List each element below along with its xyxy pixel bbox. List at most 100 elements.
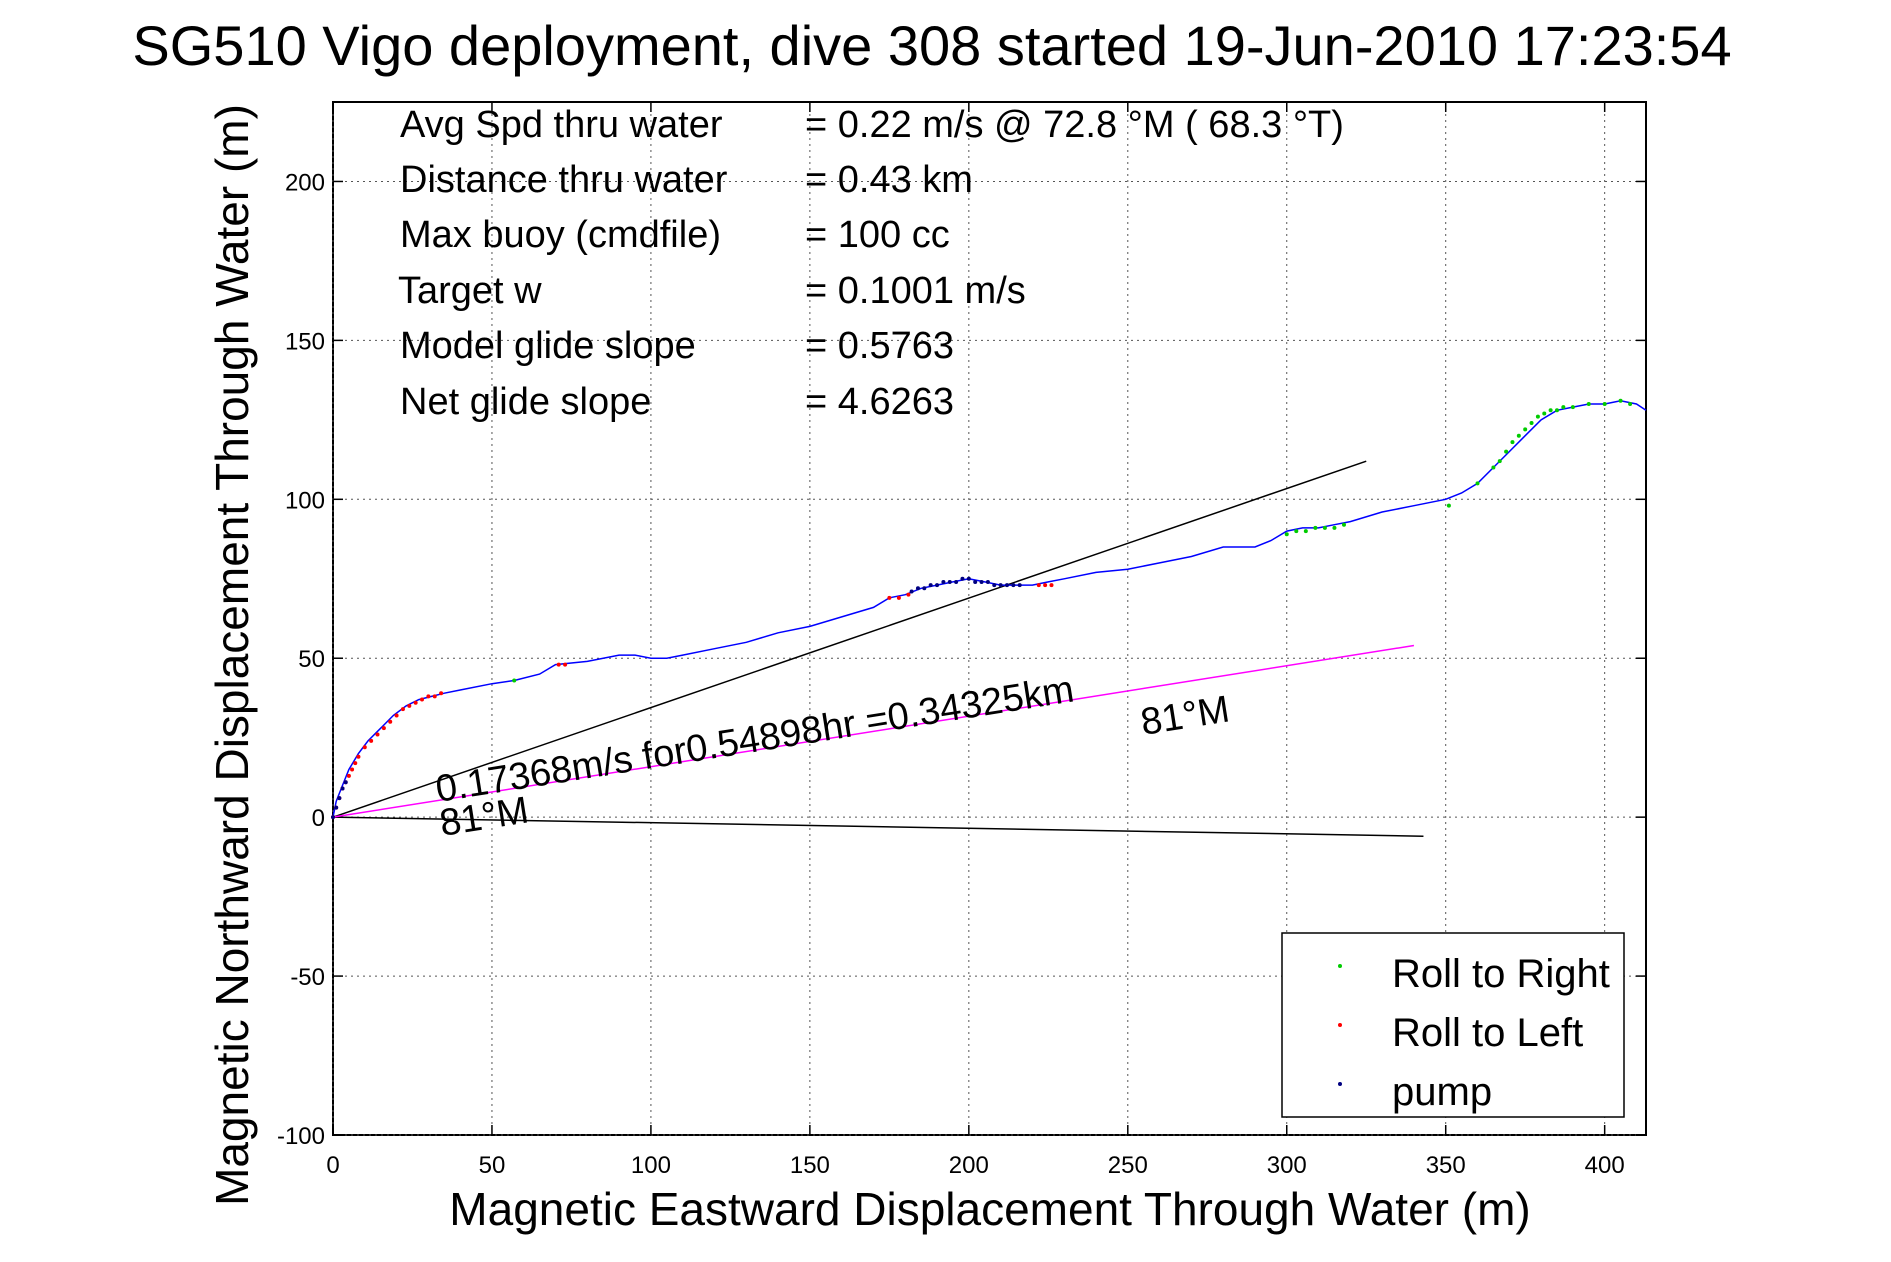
roll-right-point <box>1322 525 1327 530</box>
roll-right-point <box>1602 401 1607 406</box>
y-tick-label: 200 <box>285 169 325 196</box>
roll-left-point <box>353 761 358 766</box>
roll-left-point <box>362 745 367 750</box>
series-layer <box>331 398 1647 820</box>
roll-right-point <box>1491 465 1496 470</box>
stat-label-max-buoy: Max buoy (cmdfile) <box>400 214 721 256</box>
pump-point <box>337 796 342 801</box>
pump-point <box>998 583 1003 588</box>
roll-right-point <box>512 678 517 683</box>
roll-right-point <box>1284 532 1289 537</box>
roll-right-point <box>1554 408 1559 413</box>
x-tick-label: 0 <box>326 1152 339 1179</box>
y-axis-title: Magnetic Northward Displacement Through … <box>206 104 258 1206</box>
y-tick-labels: -100 -50 0 50 100 150 200 <box>277 169 325 1150</box>
pump-point <box>954 579 959 584</box>
pump-point <box>343 780 348 785</box>
roll-left-point <box>556 662 561 667</box>
pump-point <box>992 583 997 588</box>
roll-left-point <box>420 697 425 702</box>
y-tick-label: 50 <box>298 646 325 673</box>
y-tick-label: 100 <box>285 487 325 514</box>
roll-right-point <box>1548 408 1553 413</box>
reference-line-1 <box>332 816 1424 837</box>
legend-marker-roll-left <box>1338 1023 1342 1027</box>
roll-right-point <box>1618 398 1623 403</box>
chart-title: SG510 Vigo deployment, dive 308 started … <box>132 14 1731 77</box>
pump-point <box>1011 583 1016 588</box>
legend-label-roll-left: Roll to Left <box>1392 1011 1583 1055</box>
legend: Roll to Right Roll to Left pump <box>1281 932 1625 1118</box>
legend-marker-roll-right <box>1338 964 1342 968</box>
pump-point <box>960 576 965 581</box>
y-tick-label: -50 <box>290 964 325 991</box>
roll-left-point <box>356 754 361 759</box>
roll-left-point <box>388 719 393 724</box>
roll-left-point <box>1036 583 1041 588</box>
stat-label-distance: Distance thru water <box>400 159 728 201</box>
y-tick-label: 150 <box>285 328 325 355</box>
reference-line-2 <box>332 644 1415 818</box>
track-line <box>332 400 1647 818</box>
x-tick-label: 400 <box>1585 1152 1625 1179</box>
pump-point <box>340 786 345 791</box>
x-tick-label: 300 <box>1267 1152 1307 1179</box>
pump-point <box>941 579 946 584</box>
roll-right-point <box>1628 401 1633 406</box>
roll-left-point <box>1043 583 1048 588</box>
roll-left-point <box>413 700 418 705</box>
pump-point <box>1004 583 1009 588</box>
legend-label-pump: pump <box>1392 1070 1492 1114</box>
reference-lines <box>332 460 1424 837</box>
roll-right-point <box>1475 481 1480 486</box>
roll-left-point <box>439 691 444 696</box>
roll-right-point <box>1341 522 1346 527</box>
stat-label-model-glide: Model glide slope <box>400 325 696 367</box>
roll-right-point <box>1542 411 1547 416</box>
stat-value-model-glide: = 0.5763 <box>805 325 954 367</box>
legend-label-roll-right: Roll to Right <box>1392 952 1610 996</box>
x-tick-label: 50 <box>479 1152 506 1179</box>
roll-right-point <box>1561 405 1566 410</box>
roll-right-point <box>1504 449 1509 454</box>
roll-right-point <box>1313 525 1318 530</box>
axis-ticks <box>332 102 1646 1136</box>
stat-value-target-w: = 0.1001 m/s <box>805 270 1026 312</box>
roll-left-point <box>426 694 431 699</box>
roll-right-point <box>1570 405 1575 410</box>
roll-left-point <box>563 662 568 667</box>
roll-right-point <box>1303 529 1308 534</box>
pump-point <box>979 579 984 584</box>
stat-value-net-glide: = 4.6263 <box>805 381 954 423</box>
grid-lines <box>332 102 1646 1136</box>
stat-value-avg-spd: = 0.22 m/s @ 72.8 °M ( 68.3 °T) <box>805 104 1344 146</box>
roll-right-point <box>1510 440 1515 445</box>
pump-point <box>331 815 335 820</box>
x-tick-label: 150 <box>790 1152 830 1179</box>
y-tick-label: 0 <box>312 805 325 832</box>
roll-left-point <box>432 694 437 699</box>
roll-left-point <box>350 767 355 772</box>
roll-right-point <box>1332 525 1337 530</box>
pump-point <box>935 583 940 588</box>
stat-value-max-buoy: = 100 cc <box>805 214 950 256</box>
stat-label-net-glide: Net glide slope <box>400 381 651 423</box>
pump-point <box>909 589 914 594</box>
x-tick-label: 200 <box>949 1152 989 1179</box>
pump-point <box>928 583 933 588</box>
stat-value-distance: = 0.43 km <box>805 159 973 201</box>
roll-right-point <box>1294 529 1299 534</box>
pump-point <box>922 586 927 591</box>
roll-right-point <box>1586 401 1591 406</box>
roll-left-point <box>896 595 901 600</box>
legend-marker-pump <box>1338 1082 1342 1086</box>
x-tick-label: 350 <box>1426 1152 1466 1179</box>
roll-right-point <box>1497 459 1502 464</box>
roll-right-point <box>1535 414 1540 419</box>
roll-right-point <box>1516 433 1521 438</box>
pump-point <box>1017 583 1022 588</box>
roll-right-point <box>1529 421 1534 426</box>
x-axis-title: Magnetic Eastward Displacement Through W… <box>449 1183 1530 1235</box>
pump-point <box>966 576 971 581</box>
